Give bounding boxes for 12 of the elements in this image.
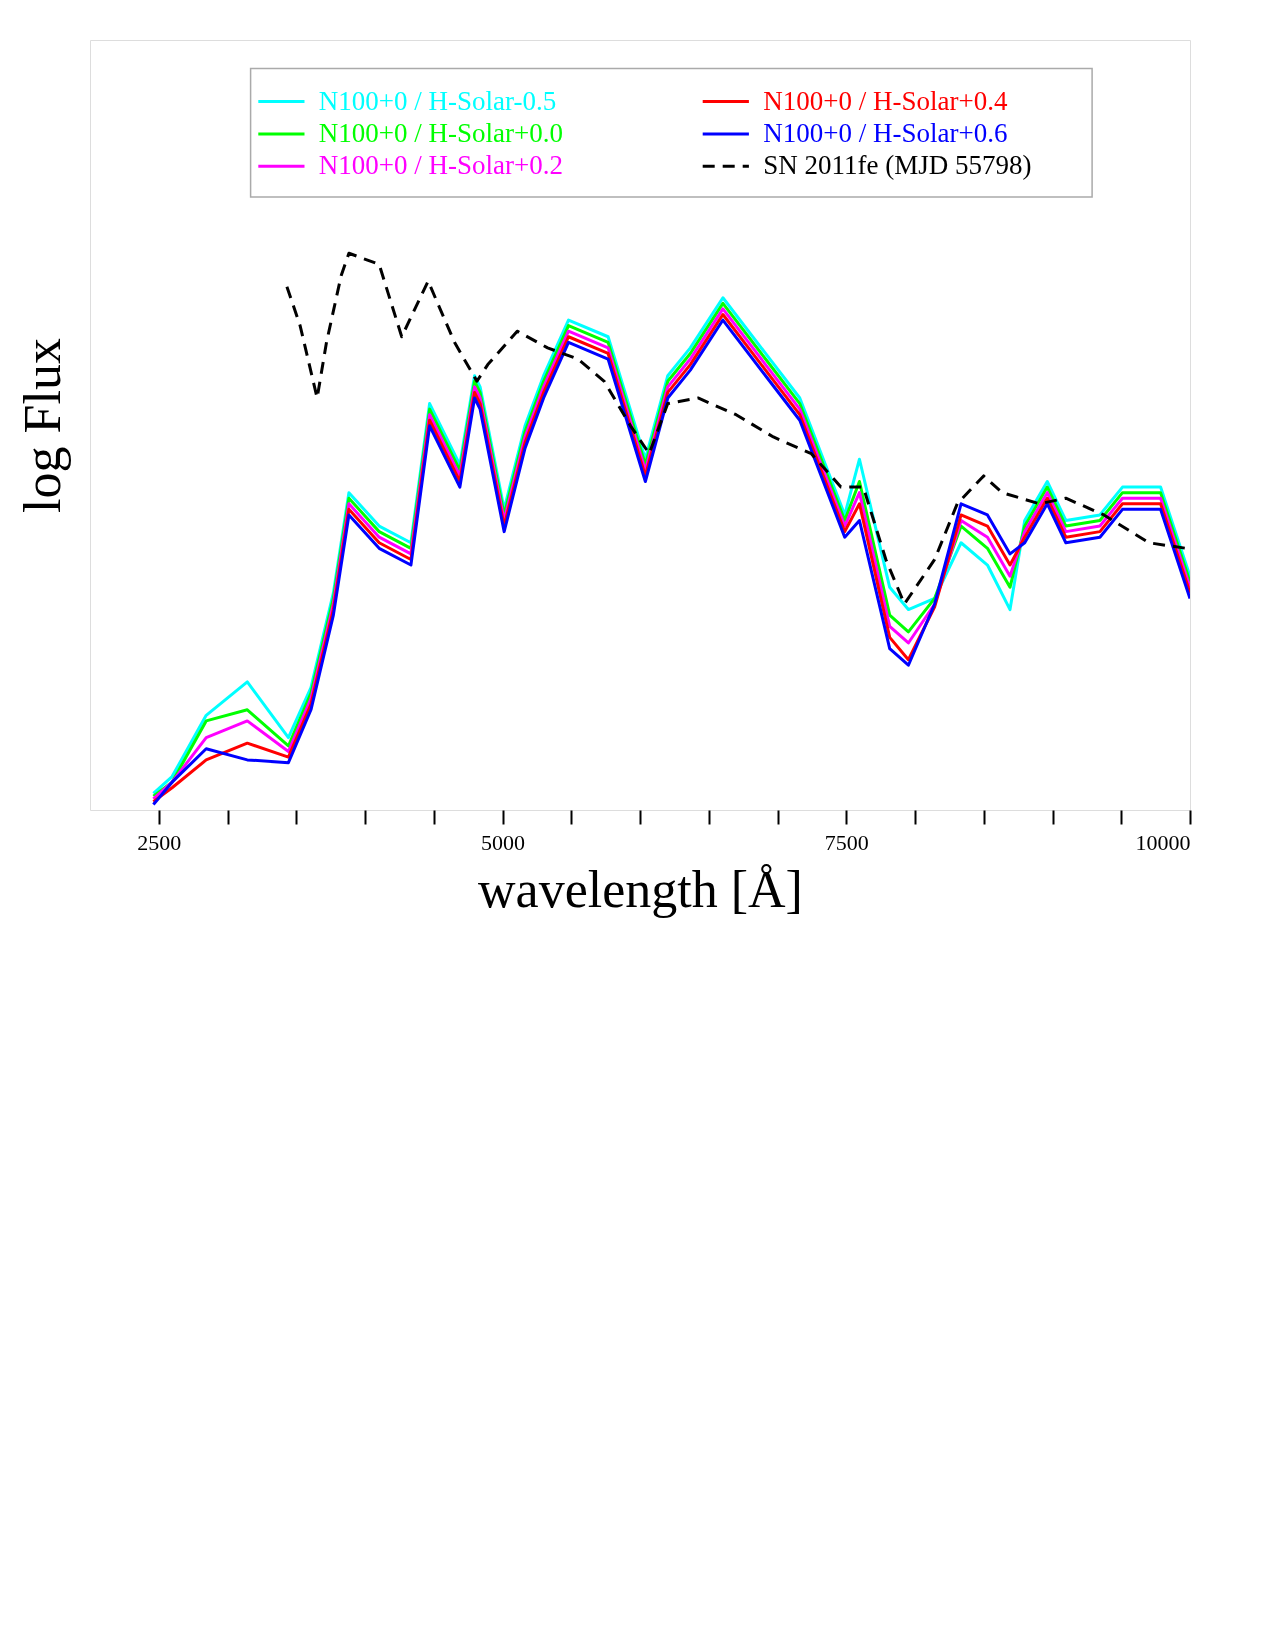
x-tick-label: 2500 xyxy=(137,829,182,855)
legend-label: SN 2011fe (MJD 55798) xyxy=(763,150,1032,181)
legend-label: N100+0 / H-Solar-0.5 xyxy=(318,85,557,116)
y-axis-title: log Flux xyxy=(13,338,71,513)
legend-label: N100+0 / H-Solar+0.2 xyxy=(318,150,563,181)
legend-label: N100+0 / H-Solar+0.0 xyxy=(318,117,563,148)
x-tick-label: 5000 xyxy=(481,829,525,855)
legend-label: N100+0 / H-Solar+0.4 xyxy=(763,85,1008,116)
legend-label: N100+0 / H-Solar+0.6 xyxy=(763,117,1008,148)
x-tick-label: 7500 xyxy=(824,829,869,855)
x-tick-label: 10000 xyxy=(1135,829,1191,855)
x-axis-title: wavelength [Å] xyxy=(478,860,803,918)
